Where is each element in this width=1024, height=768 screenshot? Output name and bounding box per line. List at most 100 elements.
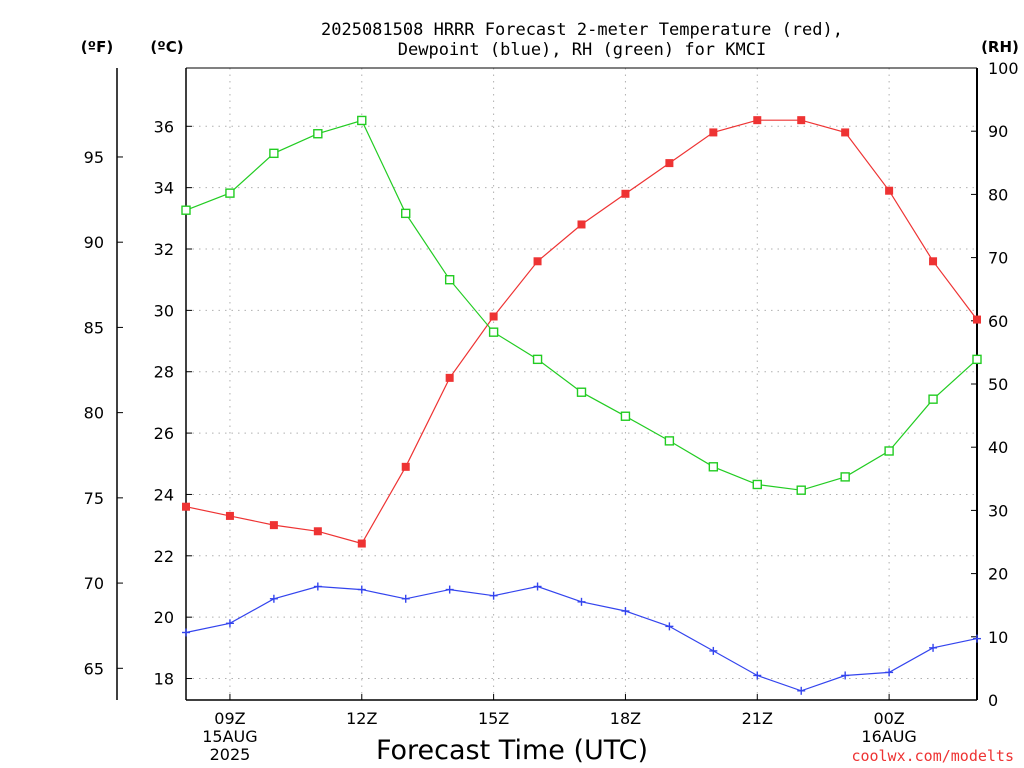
axis-labels: 18 20 22 24 26 28 30 32 34 36 65 70 75 80 85 90 95 0 10 20 3…: [84, 59, 1019, 764]
rh-point-10: [269, 148, 279, 159]
temperature-point-24: [885, 186, 894, 195]
tick-label-rh-50: 50: [988, 375, 1008, 394]
series-rh: [181, 115, 982, 495]
data-series: [181, 115, 982, 695]
rh-point-12: [357, 115, 367, 126]
chart-title-line2: Dewpoint (blue), RH (green) for KMCI: [398, 40, 766, 60]
tick-label-c-34: 34: [154, 179, 174, 198]
tick-label-rh-90: 90: [988, 122, 1008, 141]
tick-year-x-09Z: 2025: [210, 745, 251, 764]
rh-point-23: [840, 472, 850, 482]
tick-label-c-30: 30: [154, 301, 174, 320]
temperature-point-12: [357, 539, 366, 548]
tick-label-c-36: 36: [154, 117, 174, 136]
rh-point-24: [884, 446, 894, 456]
tick-label-rh-70: 70: [988, 249, 1008, 268]
temperature-point-13: [401, 462, 410, 471]
dewpoint-point-23: [841, 671, 850, 680]
tick-label-f-65: 65: [84, 659, 104, 678]
tick-label-rh-30: 30: [988, 501, 1008, 520]
dewpoint-point-18: [621, 607, 630, 616]
tick-label-rh-10: 10: [988, 628, 1008, 647]
tick-label-rh-20: 20: [988, 565, 1008, 584]
tick-label-x-15Z: 15Z: [478, 709, 509, 728]
x-axis-title: Forecast Time (UTC): [376, 735, 648, 766]
dewpoint-point-12: [357, 585, 366, 594]
rh-point-21: [752, 479, 762, 490]
dewpoint-point-11: [313, 582, 322, 591]
dewpoint-point-16: [533, 582, 542, 591]
dewpoint-point-15: [489, 591, 498, 600]
rh-point-22: [796, 485, 806, 495]
tick-label-f-95: 95: [84, 148, 104, 167]
temperature-point-23: [841, 128, 850, 137]
rh-point-9: [225, 188, 235, 198]
series-line-rh: [185, 119, 978, 491]
dewpoint-point-8: [182, 628, 190, 637]
dewpoint-point-24: [885, 668, 894, 677]
temperature-point-14: [445, 373, 454, 382]
fahrenheit-unit-label: (ºF): [81, 38, 113, 56]
rh-point-16: [532, 354, 543, 365]
tick-label-x-21Z: 21Z: [742, 709, 773, 728]
temperature-point-21: [753, 116, 762, 125]
rh-point-20: [708, 462, 719, 472]
tick-label-c-32: 32: [154, 240, 174, 259]
series-dewpoint: [182, 582, 981, 695]
dewpoint-point-9: [225, 619, 234, 628]
temperature-point-10: [269, 521, 278, 530]
tick-label-x-18Z: 18Z: [610, 709, 641, 728]
series-line-temperature: [185, 119, 978, 545]
celsius-unit-label: (ºC): [150, 38, 183, 56]
rh-point-25: [928, 394, 938, 404]
tick-date-x-09Z: 15AUG: [202, 727, 257, 746]
dewpoint-point-19: [665, 622, 674, 631]
rh-point-17: [576, 387, 587, 397]
temperature-point-16: [533, 257, 542, 266]
tick-label-x-12Z: 12Z: [346, 709, 377, 728]
dewpoint-point-13: [401, 594, 410, 603]
dewpoint-point-25: [929, 643, 938, 652]
rh-point-13: [401, 208, 411, 219]
dewpoint-point-26: [973, 634, 981, 643]
temperature-point-17: [577, 220, 586, 229]
tick-label-c-20: 20: [154, 608, 174, 627]
rh-point-14: [444, 275, 455, 285]
tick-label-c-24: 24: [154, 485, 174, 504]
rh-point-19: [664, 436, 675, 446]
temperature-point-15: [489, 312, 498, 321]
temperature-point-25: [929, 257, 938, 266]
rh-point-8: [181, 205, 191, 215]
dewpoint-point-10: [269, 594, 278, 603]
tick-label-rh-100: 100: [988, 59, 1019, 78]
dewpoint-point-22: [797, 686, 806, 695]
tick-label-f-80: 80: [84, 404, 104, 423]
tick-label-c-28: 28: [154, 363, 174, 382]
temperature-point-8: [182, 502, 190, 511]
rh-unit-label: (RH): [981, 38, 1019, 56]
tick-label-x-00Z: 00Z: [873, 709, 904, 728]
dewpoint-point-17: [577, 597, 586, 606]
tick-label-rh-80: 80: [988, 185, 1008, 204]
tick-label-rh-40: 40: [988, 438, 1008, 457]
series-temperature: [182, 116, 981, 548]
dewpoint-point-14: [445, 585, 454, 594]
dewpoint-point-21: [753, 671, 762, 680]
tick-label-f-90: 90: [84, 233, 104, 252]
tick-label-f-70: 70: [84, 574, 104, 593]
dewpoint-point-20: [709, 646, 718, 655]
tick-label-c-18: 18: [154, 670, 174, 689]
temperature-point-19: [665, 159, 674, 168]
tick-date-x-00Z: 16AUG: [861, 727, 916, 746]
rh-point-11: [313, 129, 323, 139]
tick-label-rh-0: 0: [988, 691, 998, 710]
rh-point-18: [620, 411, 631, 421]
temperature-point-9: [225, 511, 234, 520]
tick-label-c-26: 26: [154, 424, 174, 443]
axes: [116, 67, 978, 701]
chart-title-line1: 2025081508 HRRR Forecast 2-meter Tempera…: [321, 20, 843, 40]
tick-label-rh-60: 60: [988, 312, 1008, 331]
credit-text: coolwx.com/modelts: [851, 747, 1014, 765]
rh-point-15: [488, 327, 499, 337]
